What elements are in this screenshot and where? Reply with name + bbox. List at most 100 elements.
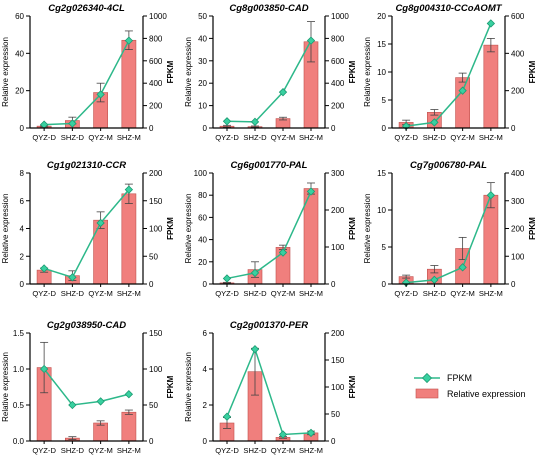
fpkm-point xyxy=(96,218,105,228)
y2-tick-label: 600 xyxy=(511,12,525,21)
x-tick-label: QYZ-D xyxy=(215,446,239,455)
chart-panel-8: Cg2g001370-PER 0 2 4 6 0 50 100 150 200 QYZ-D SHZ-D… xyxy=(184,320,357,455)
x-tick-label: SHZ-M xyxy=(299,446,323,455)
x-tick-label: SHZ-D xyxy=(61,446,85,455)
x-tick-label: SHZ-M xyxy=(117,133,141,142)
y-tick-label: 0 xyxy=(203,437,208,446)
y-tick-label: 5 xyxy=(382,243,387,252)
y2-tick-label: 200 xyxy=(331,329,345,338)
y-tick-label: 20 xyxy=(198,258,207,267)
fpkm-point xyxy=(96,90,105,99)
y2-tick-label: 400 xyxy=(149,79,163,88)
y2-tick-label: 200 xyxy=(511,87,525,96)
fpkm-point xyxy=(39,364,49,374)
y-tick-label: 0.5 xyxy=(13,401,25,410)
fpkm-point xyxy=(458,86,467,95)
chart-title: Cg8g004310-CCoAOMT xyxy=(395,3,502,14)
fpkm-point xyxy=(486,19,496,28)
fpkm-point xyxy=(124,185,134,194)
y2-tick-label: 800 xyxy=(149,34,163,43)
y-tick-label: 4 xyxy=(20,225,25,234)
y2-tick-label: 100 xyxy=(511,252,525,261)
x-tick-label: SHZ-M xyxy=(117,446,141,455)
x-tick-label: QYZ-D xyxy=(215,289,239,298)
chart-title: Cg7g006780-PAL xyxy=(410,160,487,171)
fpkm-point xyxy=(250,117,260,127)
bar-QYZ-M xyxy=(455,77,470,129)
fpkm-point xyxy=(430,118,439,127)
y2-tick-label: 100 xyxy=(149,225,163,234)
fpkm-line xyxy=(226,347,312,436)
fpkm-point xyxy=(124,36,134,45)
y2-axis-label: FPKM xyxy=(166,60,175,83)
legend-fpkm-marker xyxy=(421,372,433,384)
legend-bar-label: Relative expression xyxy=(447,389,526,399)
y-tick-label: 40 xyxy=(198,34,207,43)
legend: FPKM Relative expression xyxy=(414,372,526,399)
fpkm-point xyxy=(458,263,467,272)
x-tick-label: SHZ-M xyxy=(117,289,141,298)
x-tick-label: SHZ-M xyxy=(299,133,323,142)
chart-title: Cg1g021310-CCR xyxy=(47,160,126,171)
x-tick-label: SHZ-D xyxy=(243,289,267,298)
y-tick-label: 15 xyxy=(377,40,386,49)
x-tick-label: SHZ-M xyxy=(479,133,503,142)
y-tick-label: 8 xyxy=(20,169,25,178)
y2-tick-label: 0 xyxy=(331,124,336,133)
fpkm-point xyxy=(306,36,316,45)
chart-panel-2: Cg8g003850-CAD 0 10 20 30 40 50 0 200 400 600 800 10… xyxy=(184,3,357,142)
y-axis-label: Relative expression xyxy=(1,352,10,422)
y2-tick-label: 400 xyxy=(511,169,525,178)
y2-tick-label: 150 xyxy=(331,356,345,365)
chart-panel-5: Cg6g001770-PAL 0 20 40 60 80 100 0 100 200 300 QYZ-… xyxy=(184,160,357,298)
x-tick-label: QYZ-M xyxy=(271,133,295,142)
y-tick-label: 100 xyxy=(194,169,208,178)
x-tick-label: QYZ-D xyxy=(394,289,418,298)
fpkm-line xyxy=(43,368,130,406)
bar-SHZ-M xyxy=(121,193,137,285)
y-tick-label: 2 xyxy=(203,401,208,410)
x-tick-label: SHZ-D xyxy=(243,133,267,142)
chart-title: Cg2g026340-4CL xyxy=(48,3,125,14)
chart-panel-1: Cg2g026340-4CL020406002004006008001000QY… xyxy=(1,3,175,142)
chart-title: Cg2g001370-PER xyxy=(230,320,308,331)
y-tick-label: 0 xyxy=(20,280,25,289)
y-axis-label: Relative expression xyxy=(1,37,10,107)
chart-title: Cg2g038950-CAD xyxy=(47,320,126,331)
y-tick-label: 40 xyxy=(15,49,24,58)
fpkm-point xyxy=(68,273,77,282)
x-tick-label: QYZ-M xyxy=(88,289,112,298)
x-tick-label: QYZ-M xyxy=(88,446,112,455)
y2-axis-label: FPKM xyxy=(348,217,357,240)
y-tick-label: 80 xyxy=(198,191,207,200)
fpkm-line xyxy=(406,194,492,284)
y-tick-label: 60 xyxy=(15,12,24,21)
legend-fpkm-label: FPKM xyxy=(447,373,472,383)
y2-tick-label: 1000 xyxy=(331,12,349,21)
y-tick-label: 15 xyxy=(377,169,386,178)
y2-tick-label: 200 xyxy=(149,169,163,178)
fpkm-point xyxy=(278,430,288,439)
y2-tick-label: 800 xyxy=(331,34,345,43)
chart-title: Cg6g001770-PAL xyxy=(231,160,308,171)
fpkm-point xyxy=(222,412,232,421)
x-tick-label: SHZ-M xyxy=(479,289,503,298)
y-tick-label: 20 xyxy=(198,79,207,88)
fpkm-point xyxy=(96,397,105,406)
x-tick-label: QYZ-M xyxy=(450,133,474,142)
y-tick-label: 0.0 xyxy=(13,437,25,446)
y-tick-label: 40 xyxy=(198,236,207,245)
y2-tick-label: 400 xyxy=(331,79,345,88)
y-axis-label: Relative expression xyxy=(184,352,193,422)
fpkm-point xyxy=(306,428,316,438)
x-tick-label: SHZ-D xyxy=(243,446,267,455)
y2-axis-label: FPKM xyxy=(348,375,357,398)
y-tick-label: 0 xyxy=(203,280,208,289)
y-tick-label: 0 xyxy=(382,280,387,289)
y2-tick-label: 150 xyxy=(149,329,163,338)
y2-tick-label: 600 xyxy=(149,57,163,66)
y2-tick-label: 300 xyxy=(331,169,345,178)
fpkm-line xyxy=(44,40,130,126)
x-tick-label: SHZ-D xyxy=(61,289,85,298)
x-tick-label: QYZ-D xyxy=(32,446,56,455)
